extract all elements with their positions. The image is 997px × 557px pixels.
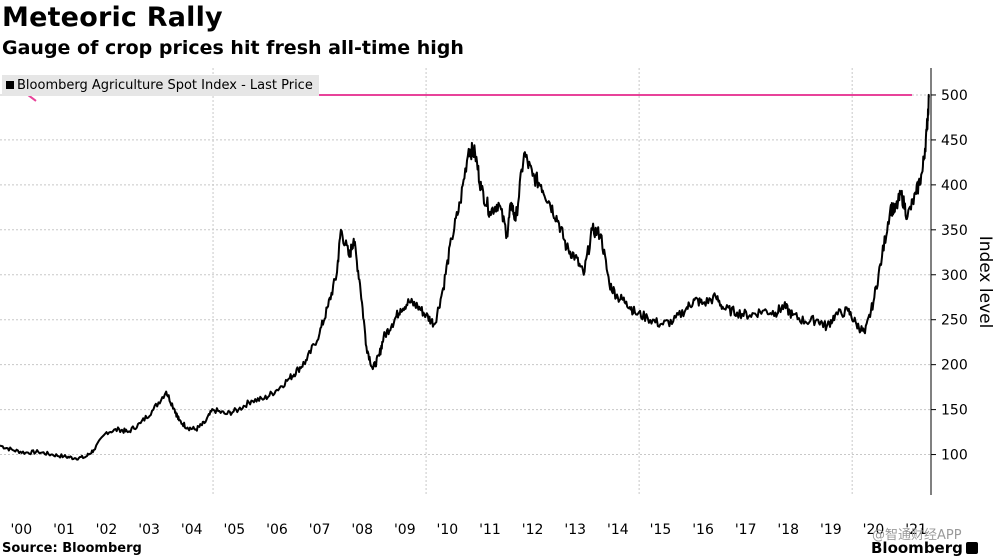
series-layer <box>0 93 930 461</box>
y-tick-label: 300 <box>941 268 968 284</box>
legend-swatch-icon <box>6 81 14 89</box>
x-tick-label: '12 <box>522 522 544 538</box>
x-tick-label: '18 <box>777 522 799 538</box>
y-gridlines <box>0 94 931 456</box>
y-tick-label: 350 <box>941 223 968 239</box>
chart-title: Meteoric Rally <box>2 2 223 33</box>
x-tick-label: '02 <box>96 522 118 538</box>
y-axis-label: Index level <box>975 236 995 329</box>
y-tick-label: 450 <box>941 133 968 149</box>
x-tick-label: '00 <box>10 522 32 538</box>
x-tick-label: '03 <box>138 522 160 538</box>
x-tick-label: '11 <box>479 522 501 538</box>
bar-chart-icon <box>965 542 978 554</box>
y-tick-label: 500 <box>941 88 968 104</box>
x-tick-label: '01 <box>53 522 75 538</box>
x-tick-label: '10 <box>437 522 459 538</box>
x-axis-ticks: '00 '01 '02 '03 '04 '05 '06 '07 '08 '09 '10 '11 '12 '… <box>10 522 926 538</box>
x-tick-label: '04 <box>181 522 203 538</box>
y-tick-label: 400 <box>941 178 968 194</box>
x-tick-label: '20 <box>863 522 885 538</box>
y-tick-label: 250 <box>941 313 968 329</box>
source-note: Source: Bloomberg <box>2 541 142 556</box>
x-tick-label: '07 <box>309 522 331 538</box>
x-tick-label: '09 <box>394 522 416 538</box>
x-tick-label: '06 <box>266 522 288 538</box>
y-tick-label: 200 <box>941 358 968 374</box>
x-tick-label: '21 <box>905 522 927 538</box>
x-tick-label: '15 <box>650 522 672 538</box>
x-gridlines <box>212 68 853 495</box>
watermark: @智通财经APP <box>872 528 962 543</box>
x-tick-label: '05 <box>224 522 246 538</box>
legend-label: Bloomberg Agriculture Spot Index - Last … <box>17 78 313 93</box>
x-tick-label: '14 <box>607 522 629 538</box>
legend: Bloomberg Agriculture Spot Index - Last … <box>2 75 319 96</box>
brand-text: Bloomberg <box>871 539 963 557</box>
x-tick-label: '19 <box>820 522 842 538</box>
y-tick-label: 100 <box>941 448 968 464</box>
y-tick-label: 150 <box>941 403 968 419</box>
x-tick-label: '13 <box>564 522 586 538</box>
x-tick-label: '08 <box>351 522 373 538</box>
chart-subtitle: Gauge of crop prices hit fresh all-time … <box>2 37 464 59</box>
series-line <box>0 93 930 461</box>
bloomberg-logo: Bloomberg <box>871 539 978 557</box>
y-axis-ticks: 100 150 200 250 300 350 400 450 500 <box>931 88 968 464</box>
x-tick-label: '17 <box>735 522 757 538</box>
x-tick-label: '16 <box>692 522 714 538</box>
